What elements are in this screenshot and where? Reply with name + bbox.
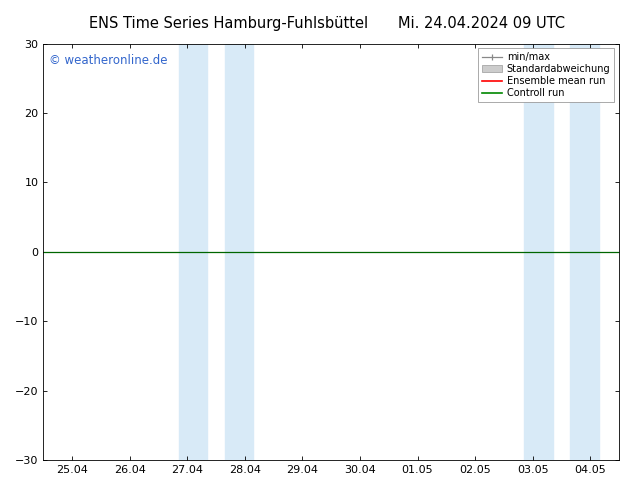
Bar — [179, 44, 207, 460]
Text: ENS Time Series Hamburg-Fuhlsbüttel: ENS Time Series Hamburg-Fuhlsbüttel — [89, 16, 368, 31]
Legend: min/max, Standardabweichung, Ensemble mean run, Controll run: min/max, Standardabweichung, Ensemble me… — [479, 49, 614, 102]
Bar — [524, 44, 553, 460]
Bar — [224, 44, 254, 460]
Text: © weatheronline.de: © weatheronline.de — [49, 54, 167, 67]
Text: Mi. 24.04.2024 09 UTC: Mi. 24.04.2024 09 UTC — [398, 16, 566, 31]
Bar — [570, 44, 599, 460]
